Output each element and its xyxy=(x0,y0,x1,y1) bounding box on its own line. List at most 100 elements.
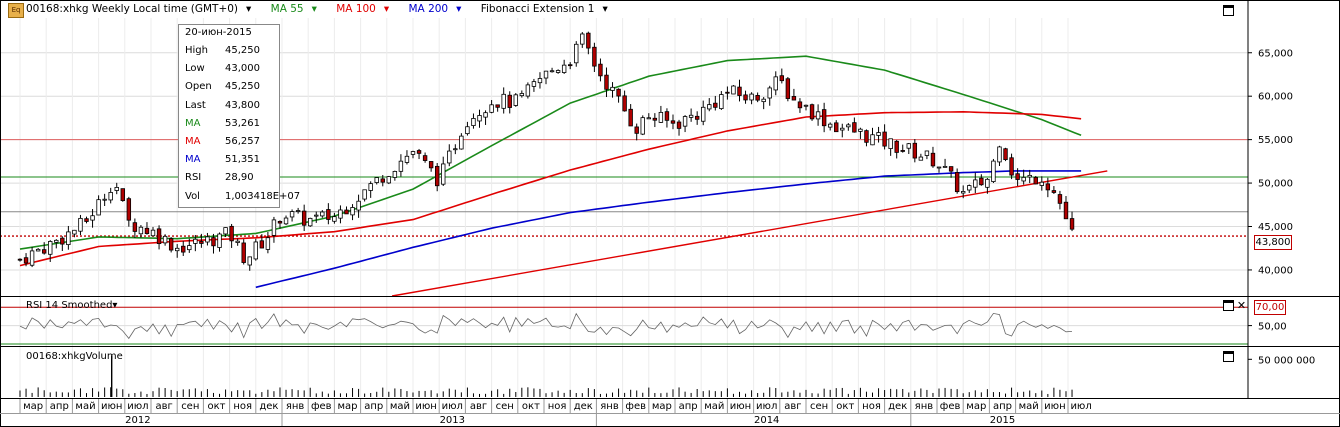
candle-body xyxy=(549,70,555,73)
tooltip-row-label: Open xyxy=(185,81,212,93)
tooltip-row-value: 45,250 xyxy=(225,45,260,56)
rsi-line xyxy=(19,312,1073,340)
candle-body xyxy=(610,86,615,91)
tooltip-row-label: MA xyxy=(185,154,201,166)
candle-body xyxy=(78,217,83,232)
candle-body xyxy=(241,242,246,263)
tooltip-row: Low 43,000 xyxy=(185,63,260,74)
candle-body xyxy=(1021,176,1026,182)
candle-body xyxy=(640,117,645,135)
candle-body xyxy=(513,94,518,106)
candle-body xyxy=(580,33,585,45)
candle-body xyxy=(356,200,361,211)
candle-body xyxy=(973,179,978,188)
ma200-legend[interactable]: MA 200 ▾ xyxy=(408,3,462,15)
candle-body xyxy=(441,163,446,185)
maximize-price-panel-icon[interactable] xyxy=(1223,5,1234,16)
candle-body xyxy=(991,160,996,182)
tooltip-row: Open 45,250 xyxy=(185,81,260,93)
candle-body xyxy=(259,240,265,249)
month-tick-label: авг xyxy=(470,401,487,412)
month-tick-label: апр xyxy=(679,401,698,412)
candle-body xyxy=(694,115,700,120)
month-tick-label: янв xyxy=(915,401,934,412)
maximize-volume-panel-icon[interactable] xyxy=(1223,351,1234,362)
candle-body xyxy=(1033,177,1038,185)
candle-body xyxy=(586,32,591,49)
candle-body xyxy=(894,140,899,153)
price-tick-label: 55,000 xyxy=(1258,135,1293,146)
candle-body xyxy=(688,114,694,118)
candle-body xyxy=(368,183,373,191)
candle-body xyxy=(561,64,567,73)
month-tick-label: дек xyxy=(574,401,593,412)
symbol-title[interactable]: 00168:xhkg Weekly Local time (GMT+0) ▾ xyxy=(26,3,252,15)
candle-body xyxy=(132,222,138,232)
price-tick-label: 40,000 xyxy=(1258,265,1293,276)
candle-body xyxy=(743,94,748,101)
candle-body xyxy=(90,215,95,221)
candle-body xyxy=(737,86,742,96)
volume-tick-label: 50 000 000 xyxy=(1258,355,1315,366)
month-tick-label: июл xyxy=(442,401,463,412)
month-tick-label: ноя xyxy=(862,401,881,412)
month-tick-label: авг xyxy=(784,401,801,412)
tooltip-row: Last 43,800 xyxy=(185,100,260,111)
candle-body xyxy=(72,229,77,235)
candle-body xyxy=(967,185,972,191)
candle-body xyxy=(761,98,766,103)
candle-body xyxy=(350,207,355,216)
candle-body xyxy=(471,118,476,126)
candle-body xyxy=(447,150,452,164)
candle-body xyxy=(247,256,252,266)
candle-body xyxy=(900,150,905,152)
candle-body xyxy=(543,70,549,79)
month-tick-label: июл xyxy=(127,401,148,412)
maximize-rsi-panel-icon[interactable] xyxy=(1223,300,1234,311)
candle-body xyxy=(314,214,319,217)
ma200-line xyxy=(255,170,1082,289)
ma55-legend[interactable]: MA 55 ▾ xyxy=(270,3,317,15)
candle-body xyxy=(779,75,785,82)
candle-body xyxy=(658,111,664,123)
tooltip-row-label: High xyxy=(185,45,208,56)
chart-header: 00168:xhkg Weekly Local time (GMT+0) ▾ MA… xyxy=(26,3,624,17)
close-rsi-panel-icon[interactable]: ✕ xyxy=(1236,299,1247,312)
candle-body xyxy=(1015,173,1020,180)
equity-icon: Eq xyxy=(8,3,24,18)
candle-body xyxy=(66,231,71,246)
candle-body xyxy=(1051,190,1057,193)
candle-body xyxy=(23,257,29,264)
candle-body xyxy=(531,81,537,87)
month-tick-label: июн xyxy=(101,401,122,412)
candle-body xyxy=(604,74,609,90)
candle-body xyxy=(1003,148,1008,161)
ma55-line xyxy=(19,55,1082,250)
candle-body xyxy=(174,247,180,252)
candle-body xyxy=(126,198,132,221)
rsi-panel-title[interactable]: RSI 14 Smoothed▾ xyxy=(26,300,118,311)
candle-body xyxy=(961,191,966,194)
candle-body xyxy=(477,115,482,122)
year-tick-label: 2015 xyxy=(990,415,1015,426)
candle-body xyxy=(870,134,875,146)
candle-body xyxy=(876,132,881,136)
candle-body xyxy=(308,217,313,227)
candle-body xyxy=(29,250,35,266)
candle-body xyxy=(537,78,543,84)
ma100-legend[interactable]: MA 100 ▾ xyxy=(336,3,390,15)
candle-body xyxy=(235,240,240,243)
candle-body xyxy=(821,109,827,127)
candle-body xyxy=(35,248,41,252)
candle-body xyxy=(410,151,416,155)
candle-body xyxy=(749,93,754,101)
candle-body xyxy=(1045,183,1051,191)
candle-body xyxy=(985,178,990,188)
candle-body xyxy=(211,237,216,247)
month-tick-label: сен xyxy=(181,401,199,412)
candle-body xyxy=(803,104,809,107)
fib-legend[interactable]: Fibonacci Extension 1 ▾ xyxy=(480,3,608,15)
candle-body xyxy=(326,209,331,220)
candle-body xyxy=(223,227,228,235)
month-tick-label: окт xyxy=(836,401,854,412)
